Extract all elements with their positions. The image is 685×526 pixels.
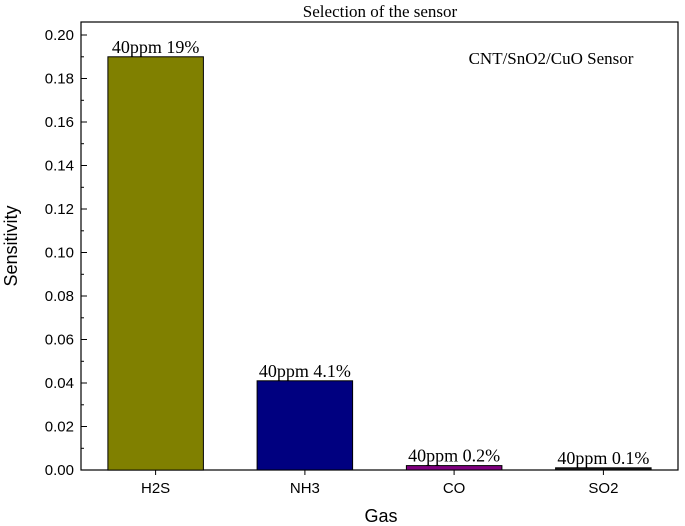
x-axis-title: Gas [364, 506, 397, 526]
y-tick-label: 0.16 [45, 114, 74, 131]
y-tick-label: 0.02 [45, 419, 74, 436]
x-tick-label: SO2 [588, 480, 618, 497]
bar-nh3 [256, 380, 354, 471]
y-tick-label: 0.20 [45, 27, 74, 44]
bar-value-label: 40ppm 4.1% [259, 361, 351, 381]
bar-h2s [107, 56, 204, 471]
y-tick-label: 0.08 [45, 288, 74, 305]
bars-layer: 40ppm 19% 40ppm 4.1% 40ppm 0.2% 40ppm 0.1% [107, 37, 652, 471]
y-tick-label: 0.06 [45, 332, 74, 349]
y-tick-label: 0.18 [45, 71, 74, 88]
bar-value-label: 40ppm 19% [112, 37, 200, 57]
y-tick-label: 0.00 [45, 462, 74, 479]
x-axis: H2S NH3 CO SO2 [141, 470, 618, 497]
x-tick-label: H2S [141, 480, 170, 497]
bar-value-label: 40ppm 0.2% [408, 446, 500, 466]
x-tick-label: NH3 [290, 480, 320, 497]
bar-value-label: 40ppm 0.1% [557, 448, 649, 468]
y-tick-label: 0.04 [45, 375, 74, 392]
y-axis-title: Sensitivity [1, 205, 21, 286]
bar-co [405, 465, 503, 471]
y-tick-label: 0.12 [45, 201, 74, 218]
bar-so2 [555, 467, 652, 471]
chart-title: Selection of the sensor [303, 2, 458, 21]
y-axis: 0.00 0.02 0.04 0.06 0.08 0.10 0.12 0.14 0.16 0.18… [45, 27, 87, 479]
y-tick-label: 0.14 [45, 158, 74, 175]
y-tick-label: 0.10 [45, 245, 74, 262]
x-tick-label: CO [443, 480, 466, 497]
sensor-annotation: CNT/SnO2/CuO Sensor [469, 49, 634, 68]
plot-frame [80, 21, 679, 471]
